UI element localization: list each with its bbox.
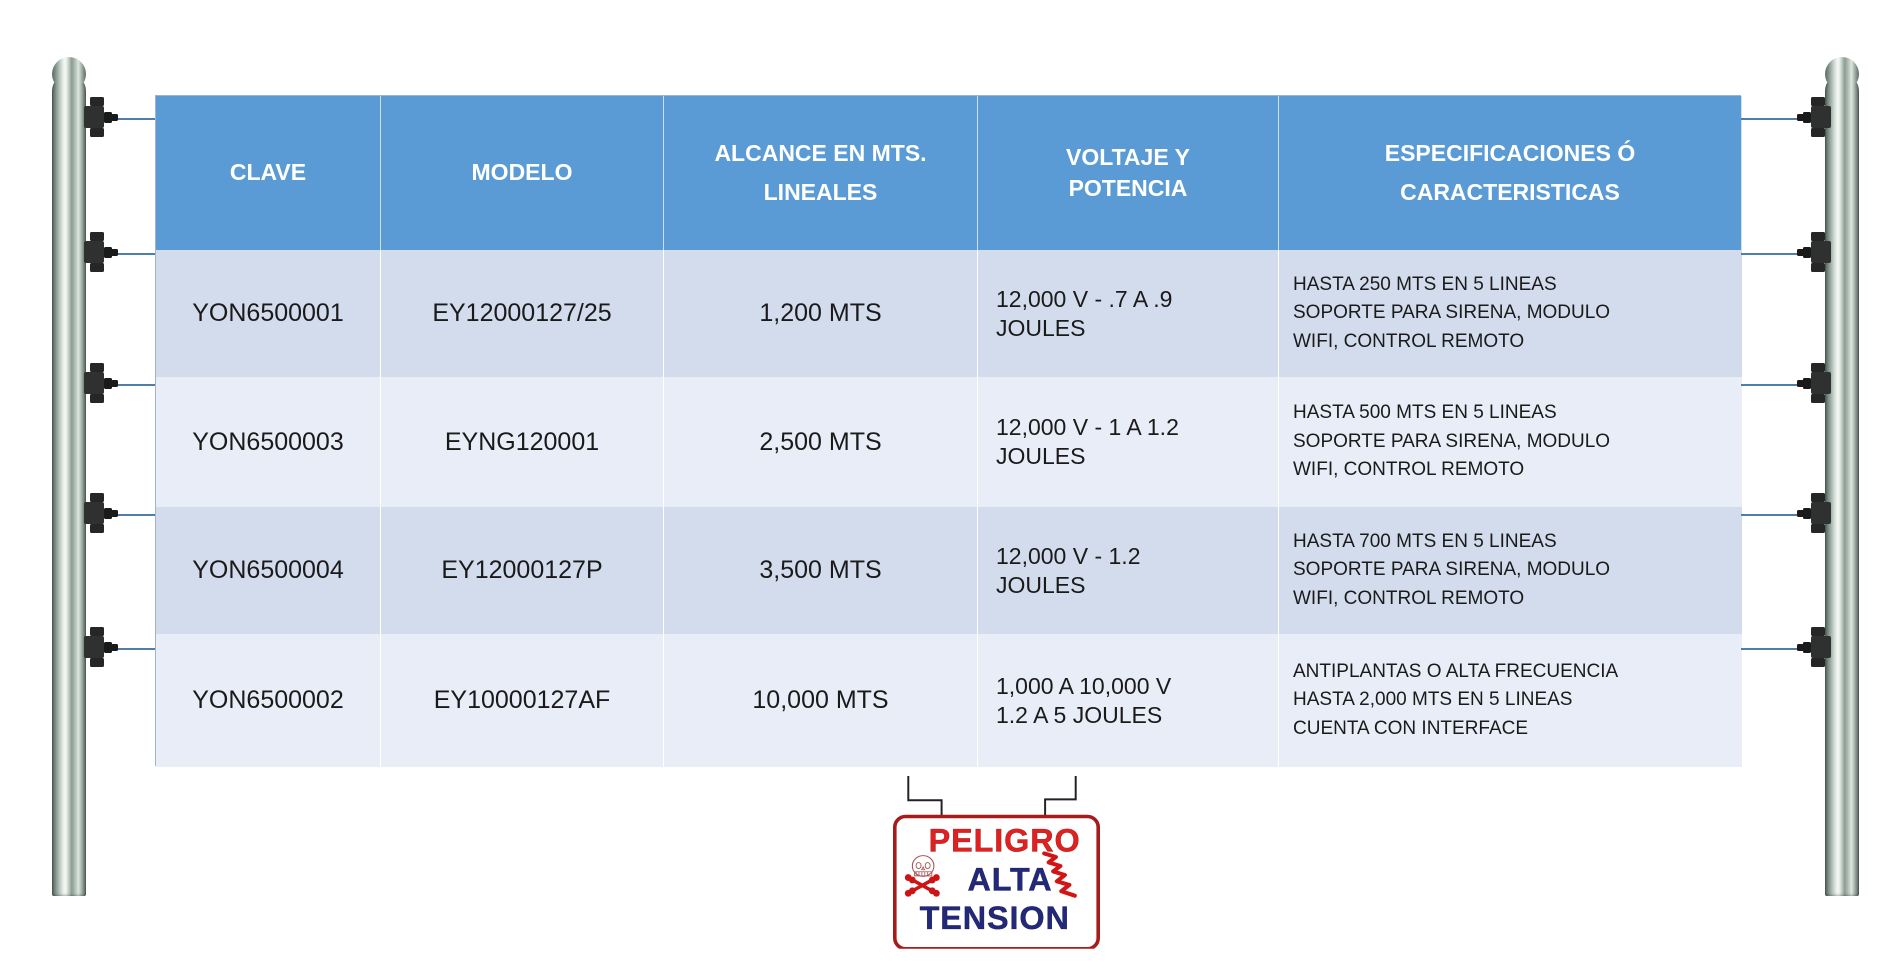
svg-text:TENSION: TENSION xyxy=(920,900,1070,936)
svg-text:ALTA: ALTA xyxy=(967,861,1052,897)
svg-text:PELIGRO: PELIGRO xyxy=(929,823,1081,859)
